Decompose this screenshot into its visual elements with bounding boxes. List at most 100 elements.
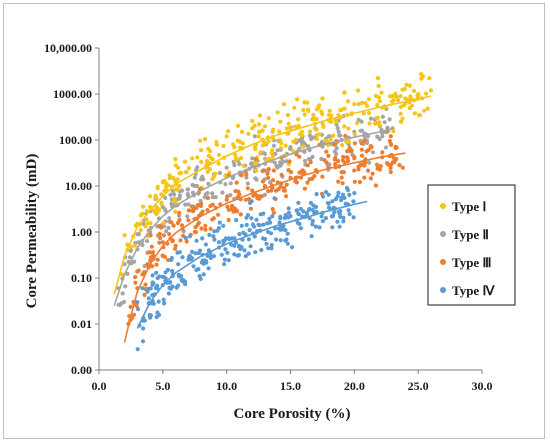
data-point: [377, 123, 382, 128]
data-point: [294, 208, 299, 213]
data-point: [228, 181, 233, 186]
data-point: [186, 166, 191, 171]
data-point: [148, 313, 153, 318]
data-point: [254, 168, 259, 173]
data-point: [341, 154, 346, 159]
data-point: [271, 210, 276, 215]
data-point: [380, 114, 385, 119]
data-point: [345, 188, 350, 193]
data-point: [272, 196, 277, 201]
data-point: [140, 286, 145, 291]
data-point: [385, 161, 390, 166]
data-point: [160, 180, 165, 185]
data-point: [250, 188, 255, 193]
data-point: [203, 242, 208, 247]
data-point: [310, 154, 315, 159]
x-tick-label: 20.0: [344, 379, 365, 393]
data-point: [248, 244, 253, 249]
data-point: [199, 159, 204, 164]
data-point: [223, 173, 228, 178]
data-point: [271, 143, 276, 148]
data-point: [253, 250, 258, 255]
axes: 0.0 5.0 10.0 15.0 20.0 25.0 30.0 0.00 0.01 0.10 1.…: [44, 41, 493, 393]
data-point: [270, 154, 275, 159]
x-tick-label: 10.0: [216, 379, 237, 393]
data-point: [317, 225, 322, 230]
data-point: [150, 293, 155, 298]
data-point: [256, 134, 261, 139]
data-point: [268, 180, 273, 185]
data-point: [283, 212, 288, 218]
data-point: [288, 214, 293, 219]
data-point: [144, 217, 149, 222]
data-point: [120, 291, 125, 296]
data-point: [378, 164, 383, 169]
data-point: [326, 112, 331, 118]
data-point: [210, 195, 215, 200]
data-point: [249, 216, 254, 221]
data-point: [174, 187, 180, 192]
data-point: [233, 152, 238, 158]
data-point: [277, 220, 282, 225]
data-point: [286, 121, 291, 126]
data-point: [306, 156, 311, 162]
data-point: [185, 214, 190, 219]
data-point: [277, 129, 282, 134]
data-point: [380, 150, 385, 155]
data-point: [328, 137, 333, 142]
data-point: [347, 192, 352, 197]
x-axis-title: Core Porosity (%): [234, 406, 351, 422]
data-point: [297, 132, 303, 137]
data-point: [172, 196, 177, 201]
data-point: [374, 162, 380, 167]
data-point: [148, 194, 153, 199]
data-point: [232, 252, 237, 257]
data-point: [183, 282, 188, 287]
data-point: [257, 122, 262, 127]
data-point: [368, 144, 373, 149]
data-point: [349, 148, 354, 153]
data-point: [329, 214, 334, 219]
data-point: [335, 219, 340, 224]
data-point: [199, 177, 204, 182]
data-point: [346, 126, 351, 131]
data-point: [374, 121, 379, 126]
data-point: [239, 173, 244, 178]
data-point: [366, 110, 372, 116]
data-point: [279, 160, 284, 165]
data-point: [342, 90, 347, 95]
data-point: [170, 268, 175, 274]
data-point: [269, 231, 274, 236]
data-point: [377, 99, 382, 104]
data-point: [326, 192, 331, 197]
data-point: [252, 234, 257, 239]
data-point: [224, 165, 229, 170]
data-point: [327, 108, 332, 113]
data-point: [212, 237, 217, 242]
data-point: [291, 139, 296, 144]
data-point: [379, 90, 384, 95]
data-point: [225, 129, 231, 134]
data-point: [261, 168, 266, 173]
data-point: [338, 214, 343, 219]
data-point: [314, 192, 319, 197]
data-point: [296, 200, 301, 205]
data-point: [160, 274, 165, 279]
data-point: [428, 88, 433, 93]
data-point: [361, 111, 366, 116]
data-point: [192, 183, 197, 189]
data-point: [141, 326, 146, 331]
data-point: [155, 184, 160, 189]
data-point: [314, 209, 319, 215]
data-point: [208, 203, 213, 209]
data-point: [368, 116, 374, 121]
data-point: [341, 215, 346, 220]
data-point: [195, 155, 200, 160]
data-point: [157, 231, 162, 237]
data-point: [258, 150, 263, 155]
y-tick-label: 100.00: [59, 133, 92, 147]
data-point: [278, 184, 283, 189]
data-point: [262, 237, 268, 242]
series-1-trendline: [113, 95, 432, 295]
data-point: [332, 149, 337, 154]
